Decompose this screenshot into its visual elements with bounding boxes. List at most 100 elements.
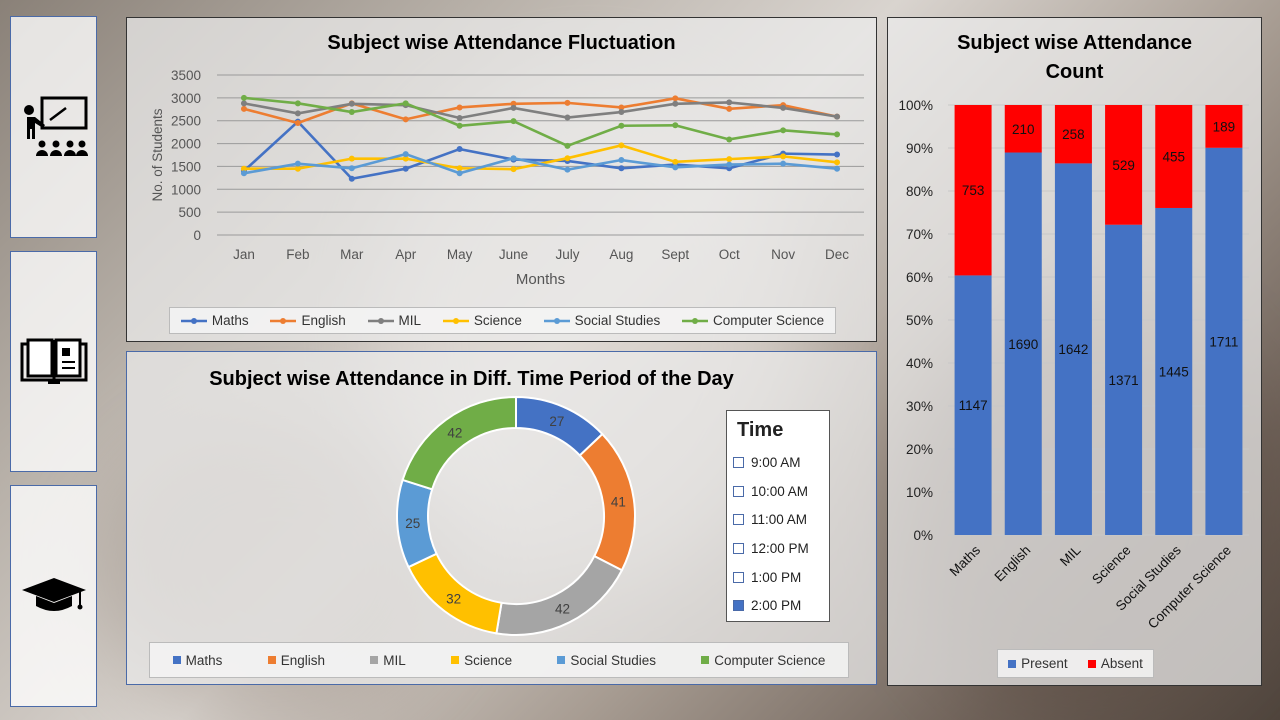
sidebar-nav-teacher[interactable] bbox=[10, 16, 97, 238]
legend-marker bbox=[1087, 659, 1096, 668]
legend-marker bbox=[543, 317, 570, 324]
slicer-checkbox[interactable] bbox=[733, 571, 744, 583]
data-point bbox=[240, 100, 247, 107]
y-tick-label: 500 bbox=[178, 205, 201, 220]
legend-swatch bbox=[267, 656, 276, 664]
slicer-checkbox[interactable] bbox=[733, 600, 744, 612]
x-tick-label: Science bbox=[1089, 543, 1134, 588]
bar-segment-present bbox=[1205, 147, 1243, 535]
legend-marker bbox=[267, 656, 276, 664]
bar-segment-absent bbox=[1054, 105, 1092, 164]
data-point bbox=[402, 155, 409, 162]
legend-swatch bbox=[451, 656, 460, 664]
y-tick-label: 3000 bbox=[171, 91, 201, 106]
slicer-checkbox[interactable] bbox=[733, 514, 744, 526]
data-point bbox=[672, 164, 679, 171]
series-line bbox=[243, 119, 838, 181]
data-point bbox=[456, 165, 463, 172]
y-tick-label: 40% bbox=[906, 356, 933, 371]
slicer-checkbox[interactable] bbox=[733, 456, 744, 468]
x-tick-label: Apr bbox=[395, 247, 417, 262]
slicer-option[interactable]: 11:00 AM bbox=[727, 505, 829, 534]
legend-item: MIL bbox=[367, 313, 421, 328]
legend-swatch bbox=[701, 656, 710, 664]
data-point bbox=[240, 105, 247, 112]
bar-label-present: 1711 bbox=[1209, 334, 1238, 349]
slicer-option[interactable]: 12:00 PM bbox=[727, 534, 829, 563]
legend-dot bbox=[692, 317, 699, 324]
slice-value-label: 32 bbox=[446, 592, 461, 607]
legend-marker bbox=[367, 317, 394, 324]
data-point bbox=[294, 100, 301, 107]
bar-chart-panel: Subject wise Attendance Count 0% 10% 20% 30… bbox=[887, 17, 1262, 686]
data-point bbox=[294, 165, 301, 172]
legend-item: Computer Science bbox=[682, 313, 824, 328]
legend-label: Maths bbox=[185, 652, 223, 668]
slicer-option[interactable]: 2:00 PM bbox=[727, 591, 829, 620]
legend-dot bbox=[190, 317, 197, 324]
bar-segment-present bbox=[1105, 224, 1143, 535]
series-line bbox=[243, 96, 838, 148]
bar-label-absent: 210 bbox=[1012, 122, 1035, 137]
bar-chart-title-line2: Count bbox=[1045, 61, 1104, 83]
teacher-classroom-icon bbox=[22, 96, 88, 156]
y-tick-label: 80% bbox=[906, 184, 933, 199]
data-point bbox=[834, 159, 841, 166]
data-point bbox=[564, 155, 571, 162]
slicer-option-label: 9:00 AM bbox=[751, 454, 801, 470]
y-tick-label: 90% bbox=[906, 141, 933, 156]
x-tick-label: English bbox=[991, 543, 1033, 585]
slicer-option[interactable]: 9:00 AM bbox=[727, 448, 829, 477]
legend-dot bbox=[377, 317, 384, 324]
slicer-option[interactable]: 10:00 AM bbox=[727, 477, 829, 506]
sidebar-nav-book[interactable] bbox=[10, 251, 97, 472]
legend-item: Social Studies bbox=[543, 313, 660, 328]
x-tick-label: Computer Science bbox=[1145, 543, 1234, 632]
bar-label-absent: 529 bbox=[1112, 158, 1135, 173]
bar-segment-present bbox=[1054, 163, 1092, 535]
bar-segment-absent bbox=[1155, 105, 1193, 208]
book-icon bbox=[20, 338, 87, 384]
slicer-option[interactable]: 1:00 PM bbox=[727, 563, 829, 592]
bar-label-present: 1690 bbox=[1008, 337, 1038, 352]
donut-chart-title: Subject wise Attendance in Diff. Time Pe… bbox=[209, 368, 734, 390]
legend-item: Maths bbox=[180, 313, 249, 328]
legend-swatch bbox=[1008, 659, 1017, 668]
data-point bbox=[726, 99, 733, 106]
x-tick-label: Aug bbox=[609, 247, 633, 262]
legend-dot bbox=[553, 317, 560, 324]
data-point bbox=[726, 161, 733, 168]
sidebar-nav-graduation[interactable] bbox=[10, 485, 97, 707]
y-tick-label: 0% bbox=[913, 528, 933, 543]
legend-marker bbox=[442, 317, 469, 324]
legend-marker bbox=[557, 656, 566, 664]
y-tick-label: 100% bbox=[898, 98, 933, 113]
data-point bbox=[348, 100, 355, 107]
data-point bbox=[456, 104, 463, 111]
series-line bbox=[243, 96, 838, 125]
slicer-option-label: 1:00 PM bbox=[751, 569, 802, 585]
bar-segment-present bbox=[1004, 152, 1042, 535]
legend-item: Computer Science bbox=[701, 653, 825, 668]
legend-item: English bbox=[267, 653, 325, 668]
data-point bbox=[672, 100, 679, 107]
time-slicer: Time 9:00 AM 10:00 AM 11:00 AM 12:00 PM 1:00… bbox=[726, 410, 830, 622]
slicer-option-label: 10:00 AM bbox=[751, 483, 809, 499]
slicer-checkbox[interactable] bbox=[733, 542, 744, 554]
y-tick-label: 2500 bbox=[171, 114, 201, 129]
x-tick-label: May bbox=[447, 247, 473, 262]
donut-slice bbox=[401, 395, 517, 491]
data-point bbox=[834, 151, 841, 158]
legend-item: Science bbox=[451, 653, 512, 668]
bar-segment-present bbox=[1155, 207, 1193, 535]
data-point bbox=[510, 104, 517, 111]
legend-dot bbox=[452, 317, 459, 324]
y-tick-label: 70% bbox=[906, 227, 933, 242]
x-tick-label: Oct bbox=[719, 247, 740, 262]
line-chart-title: Subject wise Attendance Fluctuation bbox=[327, 32, 676, 54]
slicer-checkbox[interactable] bbox=[733, 485, 744, 497]
legend-marker bbox=[682, 317, 709, 324]
y-tick-label: 60% bbox=[906, 270, 933, 285]
y-tick-label: 0 bbox=[193, 228, 201, 243]
x-tick-label: July bbox=[555, 247, 579, 262]
